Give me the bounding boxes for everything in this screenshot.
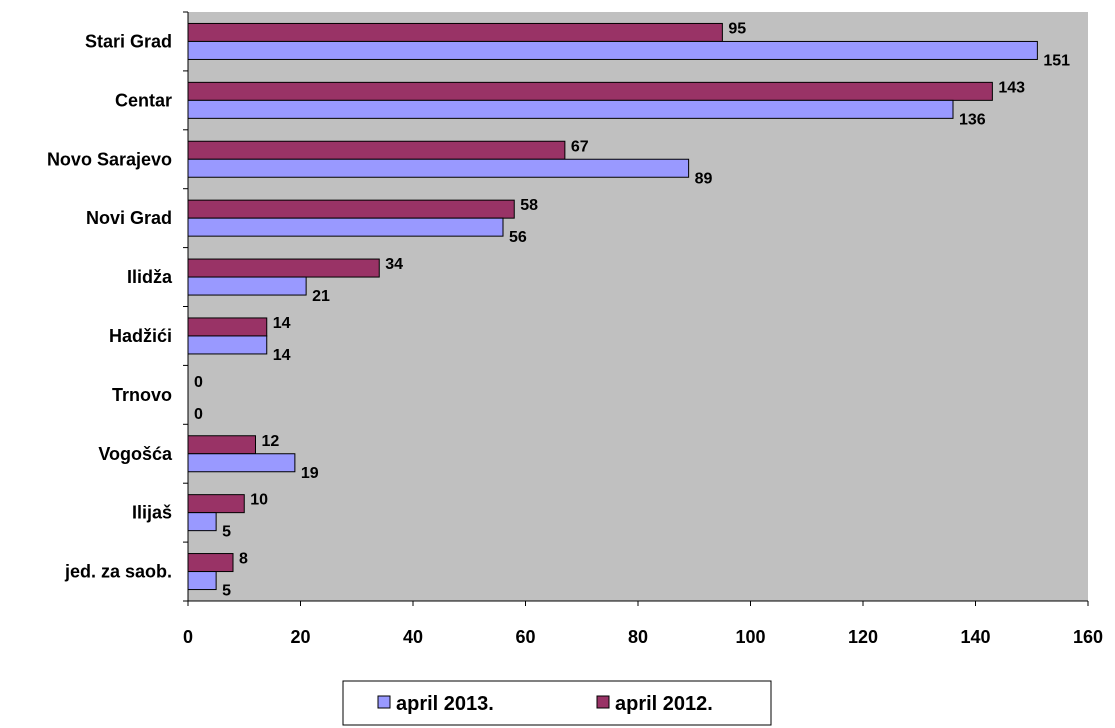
category-label: Ilijaš [132, 503, 172, 523]
value-label-2012: 0 [194, 374, 203, 391]
x-tick-label: 60 [515, 627, 535, 647]
x-tick-label: 40 [403, 627, 423, 647]
bar-2012 [187, 140, 566, 160]
category-label: Centar [115, 90, 172, 110]
legend-label-2013: april 2013. [396, 693, 494, 715]
x-tick-label: 120 [848, 627, 878, 647]
legend: april 2013. april 2012. [342, 680, 772, 726]
legend-swatch-2013 [377, 695, 391, 709]
category-label: Novi Grad [86, 208, 172, 228]
legend-label-2012: april 2012. [615, 693, 713, 715]
axes-group [183, 11, 1089, 606]
bar-2013 [187, 335, 268, 355]
value-label-2013: 89 [695, 170, 713, 187]
legend-swatch-2012 [596, 695, 610, 709]
x-tick-label: 20 [290, 627, 310, 647]
bar-2013 [187, 276, 307, 296]
value-label-2013: 5 [222, 583, 231, 600]
x-tick-label: 80 [628, 627, 648, 647]
bar-2012 [187, 22, 723, 42]
bar-2012 [187, 199, 515, 219]
legend-box [342, 680, 772, 726]
bar-2013 [187, 217, 504, 237]
value-label-2012: 8 [239, 551, 248, 568]
bar-2013 [187, 453, 296, 473]
bar-2013 [187, 158, 690, 178]
value-label-2013: 5 [222, 524, 231, 541]
category-label: Ilidža [127, 267, 173, 287]
value-label-2012: 143 [998, 79, 1025, 96]
category-label: Trnovo [112, 385, 172, 405]
bar-2013 [187, 512, 217, 532]
value-label-2013: 21 [312, 288, 330, 305]
value-label-2013: 0 [194, 406, 203, 423]
bar-2012 [187, 494, 245, 514]
category-labels: Stari Grad Centar Novo Sarajevo Novi Grad Il… [47, 31, 173, 581]
value-label-2012: 14 [273, 315, 291, 332]
x-tick-label: 100 [735, 627, 765, 647]
bar-2013 [187, 571, 217, 591]
bar-2013 [187, 40, 1038, 60]
bar-2012 [187, 553, 234, 573]
bar-2012 [187, 317, 268, 337]
x-tick-label: 0 [183, 627, 193, 647]
category-label: Stari Grad [85, 31, 172, 51]
value-label-2013: 136 [959, 111, 986, 128]
value-label-2012: 10 [250, 492, 268, 509]
value-label-2012: 34 [385, 256, 403, 273]
bar-2012 [187, 258, 380, 278]
value-label-2012: 58 [520, 197, 538, 214]
value-label-2013: 14 [273, 347, 291, 364]
value-label-2013: 19 [301, 465, 319, 482]
value-label-2012: 67 [571, 138, 589, 155]
bar-2012 [187, 81, 993, 101]
value-label-2012: 95 [728, 20, 746, 37]
category-label: jed. za saob. [64, 562, 172, 582]
category-label: Hadžići [109, 326, 172, 346]
bar-2012 [187, 435, 256, 455]
value-label-2013: 56 [509, 229, 527, 246]
x-tick-label: 140 [960, 627, 990, 647]
category-label: Novo Sarajevo [47, 149, 172, 169]
value-label-2012: 12 [262, 433, 280, 450]
value-label-2013: 151 [1043, 52, 1070, 69]
bar-2013 [187, 99, 954, 119]
x-tick-label: 160 [1073, 627, 1103, 647]
x-tick-labels: 0 20 40 60 80 100 120 140 160 [183, 627, 1103, 647]
category-label: Vogošća [98, 444, 173, 464]
